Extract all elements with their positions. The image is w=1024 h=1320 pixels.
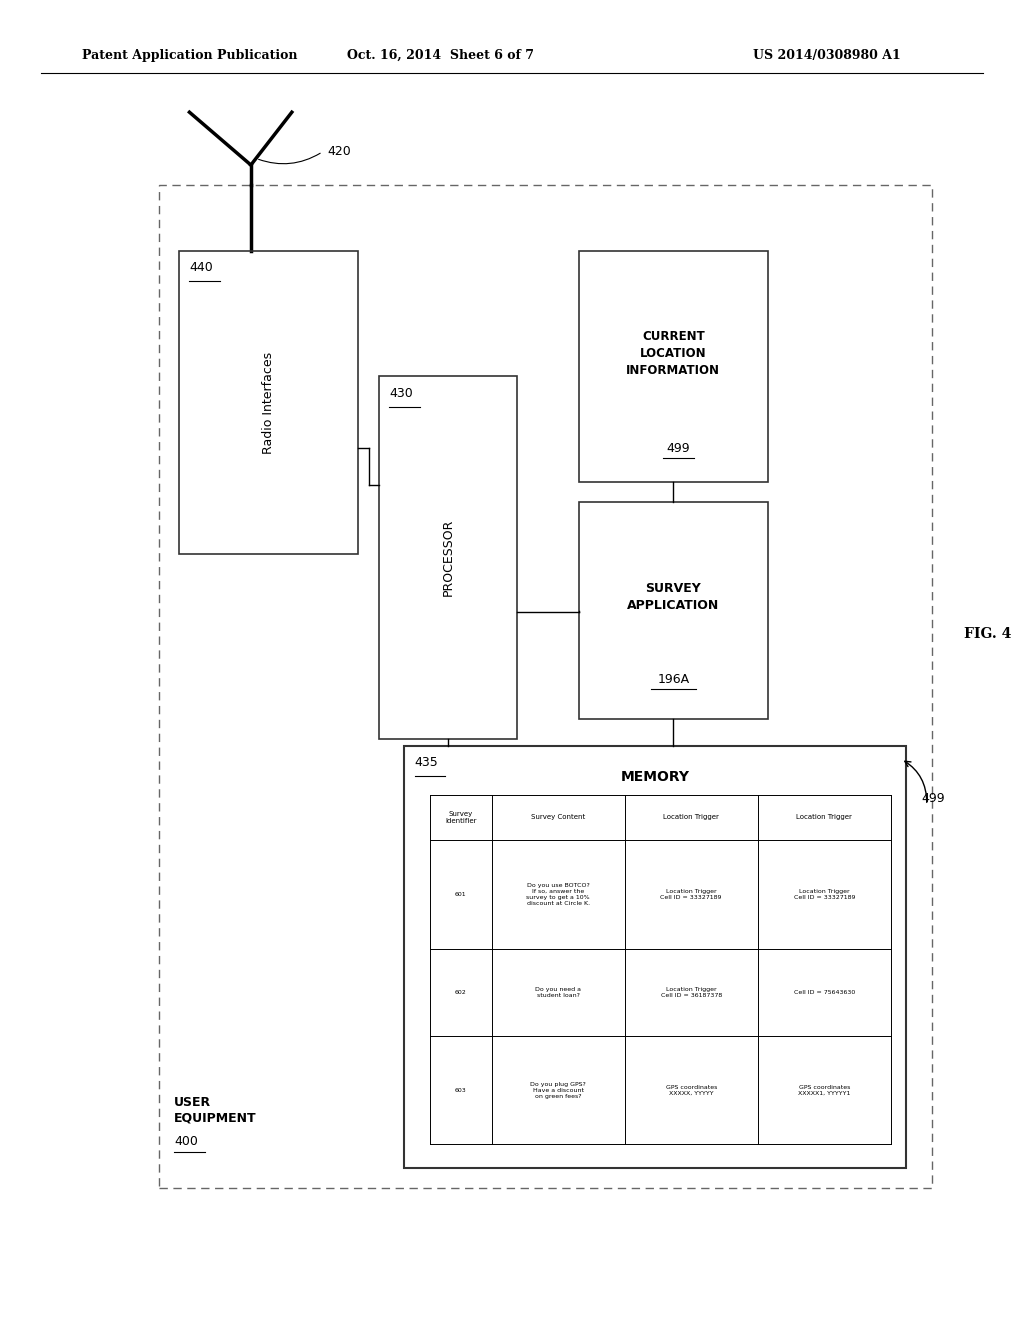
Bar — [579, 502, 768, 719]
Text: 499: 499 — [922, 792, 945, 805]
Text: Do you plug GPS?
Have a discount
on green fees?: Do you plug GPS? Have a discount on gree… — [530, 1082, 586, 1098]
Text: Radio Interfaces: Radio Interfaces — [262, 351, 275, 454]
Text: Oct. 16, 2014  Sheet 6 of 7: Oct. 16, 2014 Sheet 6 of 7 — [347, 49, 534, 62]
Bar — [179, 251, 358, 554]
Text: 601: 601 — [455, 892, 467, 896]
Text: GPS coordinates
XXXXX, YYYYY: GPS coordinates XXXXX, YYYYY — [666, 1085, 717, 1096]
Text: USER
EQUIPMENT: USER EQUIPMENT — [174, 1096, 257, 1125]
Text: GPS coordinates
XXXXX1, YYYYY1: GPS coordinates XXXXX1, YYYYY1 — [798, 1085, 851, 1096]
Bar — [404, 746, 906, 1168]
Text: Location Trigger: Location Trigger — [664, 814, 719, 820]
Text: Patent Application Publication: Patent Application Publication — [82, 49, 297, 62]
Text: Location Trigger
Cell ID = 36187378: Location Trigger Cell ID = 36187378 — [660, 987, 722, 998]
Text: 603: 603 — [455, 1088, 467, 1093]
Text: 196A: 196A — [657, 673, 689, 686]
Text: SURVEY
APPLICATION: SURVEY APPLICATION — [627, 582, 720, 612]
Text: Do you use BOTCO?
If so, answer the
survey to get a 10%
discount at Circle K.: Do you use BOTCO? If so, answer the surv… — [526, 883, 590, 906]
Text: FIG. 4: FIG. 4 — [965, 627, 1012, 640]
Text: 499: 499 — [667, 442, 690, 455]
Bar — [579, 251, 768, 482]
Text: Location Trigger: Location Trigger — [797, 814, 852, 820]
Text: Survey Content: Survey Content — [531, 814, 585, 820]
Text: Survey
Identifier: Survey Identifier — [445, 810, 476, 824]
Text: 430: 430 — [389, 387, 413, 400]
Text: PROCESSOR: PROCESSOR — [441, 519, 455, 597]
Bar — [379, 376, 517, 739]
Text: Location Trigger
Cell ID = 33327189: Location Trigger Cell ID = 33327189 — [794, 888, 855, 900]
Bar — [159, 185, 932, 1188]
Text: 435: 435 — [415, 756, 438, 770]
Text: Cell ID = 75643630: Cell ID = 75643630 — [794, 990, 855, 995]
Text: 400: 400 — [174, 1135, 198, 1148]
Text: Do you need a
student loan?: Do you need a student loan? — [536, 987, 581, 998]
Text: 420: 420 — [328, 145, 351, 158]
Text: 602: 602 — [455, 990, 467, 995]
Text: 440: 440 — [189, 261, 213, 275]
Text: CURRENT
LOCATION
INFORMATION: CURRENT LOCATION INFORMATION — [627, 330, 720, 376]
Text: Location Trigger
Cell ID = 33327189: Location Trigger Cell ID = 33327189 — [660, 888, 722, 900]
Text: MEMORY: MEMORY — [621, 770, 690, 784]
Text: US 2014/0308980 A1: US 2014/0308980 A1 — [754, 49, 901, 62]
